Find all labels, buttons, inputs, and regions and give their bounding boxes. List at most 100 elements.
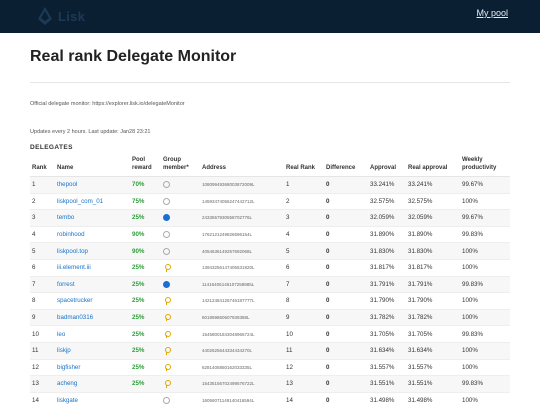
real-rank-cell: 5 (284, 242, 324, 260)
rank-cell: 8 (30, 292, 55, 310)
pool-reward-cell: 90% (130, 225, 161, 243)
delegate-link[interactable]: leo (57, 330, 66, 338)
rank-cell: 14 (30, 391, 55, 405)
lisk-logo[interactable]: Lisk (36, 6, 85, 26)
rank-cell: 5 (30, 242, 55, 260)
group-member-cell (161, 325, 200, 343)
table-row: 4 robinhood 90% 1762121249826596154L 4 0 31.89… (30, 225, 510, 243)
group-member-cell (161, 341, 200, 360)
rank-cell: 6 (30, 258, 55, 277)
approval-cell: 31.890% (368, 225, 406, 243)
header-weekly-productivity: Weekly productivity (460, 156, 510, 177)
real-approval-cell: 31.634% (406, 341, 460, 360)
key-icon (163, 363, 171, 372)
delegate-link[interactable]: acheng (57, 380, 78, 388)
productivity-cell: 100% (460, 358, 510, 376)
real-rank-cell: 13 (284, 375, 324, 393)
table-row: 11 liskjp 25% 4402625644334434270L 11 0 31.634… (30, 341, 510, 360)
name-cell: badman0316 (55, 308, 130, 326)
real-rank-cell: 8 (284, 292, 324, 310)
real-rank-cell: 14 (284, 391, 324, 405)
pool-reward-cell (130, 391, 161, 405)
delegate-link[interactable]: thepool (57, 181, 78, 189)
delegate-link[interactable]: liskpool_com_01 (57, 197, 104, 205)
real-approval-cell: 31.551% (406, 375, 460, 393)
difference-cell: 0 (324, 275, 368, 293)
rank-cell: 11 (30, 341, 55, 360)
real-rank-cell: 12 (284, 358, 324, 376)
group-member-dot-icon (163, 280, 170, 288)
approval-cell: 31.790% (368, 292, 406, 310)
pool-reward-cell: 25% (130, 275, 161, 293)
group-member-cell (161, 209, 200, 227)
difference-cell: 0 (324, 192, 368, 210)
real-rank-cell: 7 (284, 275, 324, 293)
difference-cell: 0 (324, 209, 368, 227)
real-rank-cell: 9 (284, 308, 324, 326)
real-rank-cell: 2 (284, 192, 324, 210)
rank-cell: 1 (30, 176, 55, 194)
name-cell: thepool (55, 176, 130, 194)
delegate-link[interactable]: liskpool.top (57, 247, 88, 255)
address-cell: 2433657930558702776L (200, 209, 284, 227)
delegate-link[interactable]: robinhood (57, 231, 85, 239)
official-monitor-note: Official delegate monitor: https://explo… (30, 101, 185, 107)
delegate-link[interactable]: iii.element.iii (57, 264, 91, 272)
empty-circle-icon (163, 247, 170, 255)
pool-reward-cell: 25% (130, 258, 161, 277)
name-cell: bigfisher (55, 358, 130, 376)
productivity-cell: 100% (460, 341, 510, 360)
header-real-approval: Real approval (406, 156, 460, 177)
delegate-link[interactable]: spacetrucker (57, 297, 93, 305)
real-rank-cell: 11 (284, 341, 324, 360)
pool-reward-cell: 25% (130, 325, 161, 343)
delegate-link[interactable]: liskgate (57, 397, 78, 405)
section-label: DELEGATES (30, 144, 73, 151)
pool-reward-cell: 90% (130, 242, 161, 260)
address-cell: 4054636149257692068L (200, 242, 284, 260)
header-real-rank: Real Rank (284, 156, 324, 177)
pool-reward-cell: 25% (130, 358, 161, 376)
delegate-link[interactable]: tembo (57, 214, 75, 222)
approval-cell: 32.059% (368, 209, 406, 227)
real-rank-cell: 10 (284, 325, 324, 343)
approval-cell: 31.705% (368, 325, 406, 343)
table-row: 5 liskpool.top 90% 4054636149257692068L 5 0 31… (30, 242, 510, 260)
name-cell: liskpool_com_01 (55, 192, 130, 210)
real-rank-cell: 1 (284, 176, 324, 194)
difference-cell: 0 (324, 258, 368, 277)
real-approval-cell: 31.557% (406, 358, 460, 376)
group-member-cell (161, 358, 200, 376)
empty-circle-icon (163, 197, 170, 205)
empty-circle-icon (163, 397, 170, 405)
approval-cell: 31.830% (368, 242, 406, 260)
title-divider (30, 82, 510, 83)
difference-cell: 0 (324, 242, 368, 260)
approval-cell: 31.782% (368, 308, 406, 326)
pool-reward-cell: 75% (130, 192, 161, 210)
rank-cell: 10 (30, 325, 55, 343)
table-row: 13 acheng 25% 15435156702499576722L 13 0 31.55… (30, 375, 510, 393)
name-cell: forrest (55, 275, 130, 293)
delegate-link[interactable]: forrest (57, 280, 75, 288)
name-cell: spacetrucker (55, 292, 130, 310)
group-member-cell (161, 275, 200, 293)
delegate-link[interactable]: bigfisher (57, 363, 81, 371)
real-approval-cell: 32.575% (406, 192, 460, 210)
table-header-row: Rank Name Pool reward Group member* Addr… (30, 156, 510, 177)
top-navbar: Lisk My pool (0, 0, 540, 33)
approval-cell: 31.634% (368, 341, 406, 360)
address-cell: 11416406146107258985L (200, 275, 284, 293)
productivity-cell: 99.83% (460, 275, 510, 293)
delegate-link[interactable]: badman0316 (57, 314, 94, 322)
header-name: Name (55, 156, 130, 177)
productivity-cell: 99.83% (460, 225, 510, 243)
real-approval-cell: 31.790% (406, 292, 460, 310)
page-title: Real rank Delegate Monitor (30, 48, 237, 65)
my-pool-link[interactable]: My pool (476, 8, 508, 18)
real-approval-cell: 31.791% (406, 275, 460, 293)
name-cell: robinhood (55, 225, 130, 243)
delegate-link[interactable]: liskjp (57, 347, 71, 355)
name-cell: tembo (55, 209, 130, 227)
key-icon (163, 330, 171, 339)
